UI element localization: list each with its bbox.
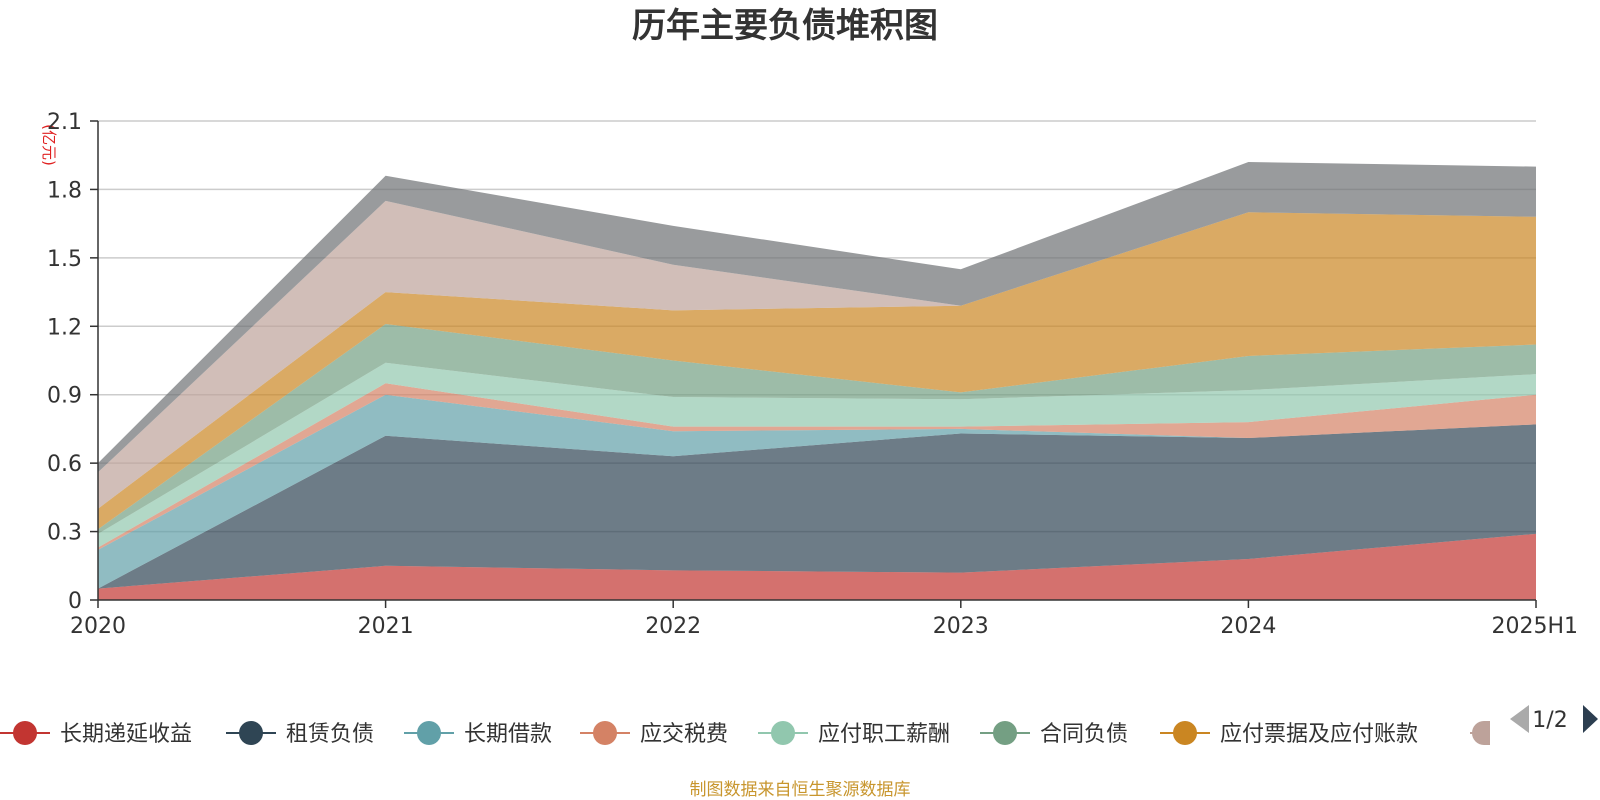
chart-title: 历年主要负债堆积图 [632, 6, 938, 46]
y-tick-label: 2.1 [47, 110, 82, 135]
legend-label: 合同负债 [1040, 722, 1128, 747]
y-tick-label: 1.2 [47, 315, 82, 340]
legend-item[interactable]: 合同负债 [980, 721, 1128, 747]
legend-marker-icon [593, 721, 617, 745]
legend-next-arrow-icon[interactable] [1583, 705, 1598, 733]
legend-marker-icon [13, 721, 37, 745]
legend-label: 应付职工薪酬 [818, 722, 950, 747]
x-tick-label: 2022 [645, 614, 701, 639]
legend-marker-icon [1173, 721, 1197, 745]
area-应付职工薪酬 [98, 362, 1536, 548]
area-应交税费 [98, 383, 1536, 550]
legend-item[interactable] [1470, 721, 1490, 745]
y-tick-label: 0.3 [47, 521, 82, 546]
legend-label: 应交税费 [640, 722, 728, 747]
legend-item[interactable]: 应交税费 [580, 721, 728, 747]
y-tick-label: 0.9 [47, 384, 82, 409]
area-长期借款 [98, 394, 1536, 589]
legend-item[interactable]: 长期借款 [404, 721, 552, 747]
area-长期递延收益 [98, 533, 1536, 600]
source-note: 制图数据来自恒生聚源数据库 [690, 780, 911, 800]
legend[interactable]: 长期递延收益 租赁负债 长期借款 应交税费 应付职工薪酬 合同负债 应付票据及应付账款 [0, 721, 1490, 747]
x-tick-label: 2020 [70, 614, 126, 639]
legend-item[interactable]: 租赁负债 [226, 721, 374, 747]
y-tick-label: 0 [68, 589, 82, 614]
legend-label: 租赁负债 [286, 722, 374, 747]
legend-prev-arrow-icon[interactable] [1510, 705, 1529, 733]
area-series [98, 162, 1536, 600]
legend-label: 应付票据及应付账款 [1220, 722, 1418, 747]
legend-marker-icon [417, 721, 441, 745]
legend-label: 长期递延收益 [60, 722, 192, 747]
legend-item[interactable]: 应付票据及应付账款 [1160, 721, 1418, 747]
legend-item[interactable]: 应付职工薪酬 [758, 721, 950, 747]
area-应付票据及应付账款 [98, 212, 1536, 530]
area-租赁负债 [98, 424, 1536, 589]
legend-pager[interactable]: 1/2 [1510, 705, 1598, 733]
legend-page-indicator: 1/2 [1532, 708, 1567, 733]
legend-marker-icon [1472, 721, 1490, 745]
y-tick-label: 1.5 [47, 247, 82, 272]
legend-label: 长期借款 [464, 722, 552, 747]
area-其他 [98, 200, 1536, 509]
legend-item[interactable]: 长期递延收益 [0, 721, 192, 747]
legend-marker-icon [239, 721, 263, 745]
legend-marker-icon [993, 721, 1017, 745]
y-tick-label: 0.6 [47, 452, 82, 477]
axes: 0 0.3 0.6 0.9 1.2 1.5 1.8 2.1 2020 2021 2022 2023 20… [47, 110, 1578, 639]
y-axis-unit: (亿元) [40, 124, 58, 166]
x-tick-label: 2024 [1220, 614, 1276, 639]
legend-marker-icon [771, 721, 795, 745]
area-合同负债 [98, 324, 1536, 534]
x-tick-label: 2021 [358, 614, 414, 639]
y-tick-label: 1.8 [47, 178, 82, 203]
area-其他2 [98, 162, 1536, 473]
x-tick-label: 2025H1 [1491, 614, 1578, 639]
x-tick-label: 2023 [933, 614, 989, 639]
